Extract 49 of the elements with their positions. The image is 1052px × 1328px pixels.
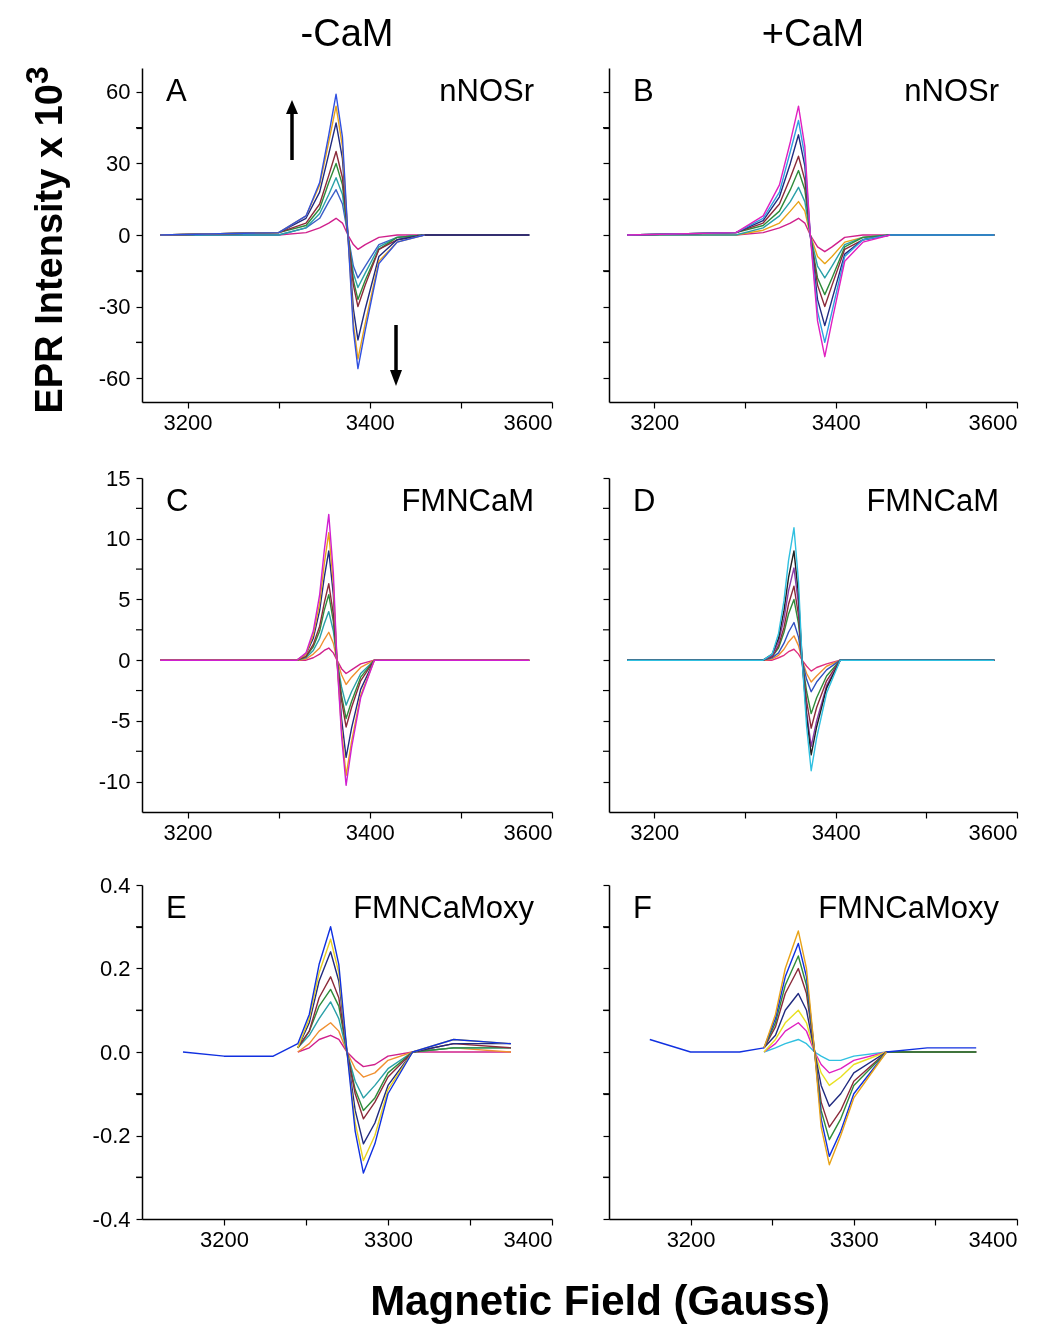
y-tick-label: 0.0	[99, 1039, 131, 1065]
x-tick-label: 3200	[666, 1226, 716, 1252]
annotation: nNOSr	[904, 73, 999, 108]
x-tick-label: 3200	[163, 409, 213, 435]
x-tick-label: 3600	[503, 819, 553, 845]
annotation: A	[166, 73, 187, 108]
annotation: E	[166, 890, 187, 925]
annotation: C	[166, 483, 189, 518]
y-tick-label: 0.2	[99, 956, 131, 981]
x-tick-label: 3600	[503, 409, 553, 435]
x-tick-label: 3300	[364, 1226, 413, 1252]
x-tick-label: 3400	[345, 819, 395, 845]
y-tick-label: -10	[98, 769, 131, 795]
annotation: D	[633, 483, 656, 518]
y-tick-label: -5	[110, 708, 131, 734]
y-tick-label: 15	[106, 465, 131, 491]
x-tick-label: 3600	[968, 409, 1018, 435]
x-tick-label: 3200	[630, 409, 680, 435]
x-tick-label: 3600	[968, 819, 1018, 845]
annotation: FMNCaMoxy	[818, 890, 1000, 925]
x-tick-label: 3200	[630, 819, 680, 845]
y-tick-label: -60	[98, 365, 131, 391]
y-tick-label: 0.4	[99, 872, 131, 898]
x-tick-label: 3400	[345, 409, 395, 435]
chart-title: -CaM	[300, 12, 394, 54]
annotation: B	[633, 73, 654, 108]
y-tick-label: 60	[106, 79, 131, 105]
y-tick-label: -30	[98, 294, 131, 320]
x-tick-label: 3200	[163, 819, 213, 845]
y-tick-label: -0.4	[92, 1206, 131, 1232]
x-tick-label: 3200	[200, 1226, 249, 1252]
x-axis-title: Magnetic Field (Gauss)	[370, 1277, 830, 1325]
x-tick-label: 3300	[829, 1226, 879, 1252]
y-tick-label: 0	[118, 222, 131, 248]
y-tick-label: -0.2	[92, 1123, 131, 1148]
annotation: FMNCaM	[401, 483, 534, 518]
x-tick-label: 3400	[968, 1226, 1018, 1252]
y-tick-label: 10	[106, 526, 131, 552]
y-tick-label: 0	[118, 647, 131, 673]
annotation: FMNCaM	[866, 483, 999, 518]
x-tick-label: 3400	[811, 819, 861, 845]
x-tick-label: 3400	[503, 1226, 553, 1252]
x-tick-label: 3400	[811, 409, 861, 435]
y-tick-label: 30	[106, 150, 131, 176]
y-tick-label: 5	[118, 586, 131, 612]
chart-title: +CaM	[761, 12, 865, 54]
annotation: nNOSr	[439, 73, 534, 108]
annotation: FMNCaMoxy	[353, 890, 535, 925]
annotation: F	[633, 890, 652, 925]
